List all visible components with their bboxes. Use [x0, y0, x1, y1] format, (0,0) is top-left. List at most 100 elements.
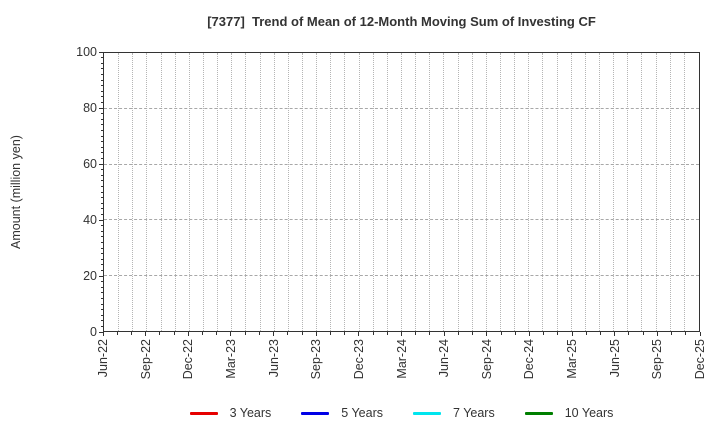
legend-item: 10 Years [524, 406, 613, 420]
y-axis-minor-tick [100, 309, 103, 311]
x-tick-label: Sep-24 [479, 339, 494, 380]
x-axis-tick [571, 332, 573, 336]
vertical-gridline [245, 53, 247, 331]
legend-line-swatch [413, 411, 442, 415]
vertical-gridline [485, 53, 487, 331]
y-axis-tick [99, 331, 103, 333]
x-axis-tick [386, 332, 388, 335]
legend-item: 5 Years [301, 406, 383, 420]
y-axis-minor-tick [100, 314, 103, 316]
y-axis-minor-tick [100, 152, 103, 154]
y-axis-minor-tick [100, 202, 103, 204]
y-axis-minor-tick [100, 241, 103, 243]
x-axis-tick [372, 332, 374, 335]
y-axis-minor-tick [100, 118, 103, 120]
x-axis-tick [315, 332, 317, 336]
x-axis-tick [486, 332, 488, 336]
vertical-gridline [344, 53, 346, 331]
y-axis-minor-tick [100, 101, 103, 103]
y-axis-minor-tick [100, 230, 103, 232]
x-tick-label: Jun-24 [437, 339, 452, 378]
x-axis-tick [301, 332, 303, 335]
x-axis-tick [528, 332, 530, 336]
y-axis-minor-tick [100, 174, 103, 176]
y-axis-minor-tick [100, 297, 103, 299]
y-axis-minor-tick [100, 281, 103, 283]
x-tick-label: Mar-24 [394, 339, 409, 379]
x-axis-tick [585, 332, 587, 335]
legend-line-swatch [301, 411, 330, 415]
y-axis-minor-tick [100, 264, 103, 266]
x-tick-label: Jun-22 [96, 339, 110, 378]
y-axis-minor-tick [100, 258, 103, 260]
chart-title: [7377] Trend of Mean of 12-Month Moving … [207, 14, 596, 29]
y-axis-minor-tick [100, 85, 103, 87]
x-axis-tick [230, 332, 232, 336]
vertical-gridline [217, 53, 219, 331]
y-axis-minor-tick [100, 79, 103, 81]
x-axis-tick [202, 332, 203, 335]
y-axis-minor-tick [100, 146, 103, 148]
legend-item-label: 5 Years [341, 406, 384, 420]
horizontal-gridline [104, 108, 699, 110]
y-axis-minor-tick [100, 124, 103, 126]
y-axis-minor-tick [100, 320, 103, 322]
y-axis-minor-tick [100, 286, 103, 288]
vertical-gridline [655, 53, 657, 331]
y-axis-minor-tick [100, 197, 103, 199]
x-axis-tick [130, 332, 132, 335]
x-axis-tick [173, 332, 175, 335]
y-axis-minor-tick [100, 247, 103, 249]
vertical-gridline [429, 53, 431, 331]
vertical-gridline [500, 53, 501, 331]
vertical-gridline [146, 53, 148, 331]
vertical-gridline [259, 53, 261, 331]
x-axis-tick [628, 332, 630, 335]
x-tick-label: Mar-25 [565, 339, 580, 379]
x-tick-label: Jun-25 [607, 339, 622, 378]
y-axis-minor-tick [100, 129, 103, 131]
y-axis-minor-tick [100, 325, 103, 327]
vertical-gridline [570, 53, 572, 331]
legend-item-label: 7 Years [453, 406, 495, 420]
x-tick-label: Mar-23 [223, 339, 238, 379]
x-tick-label: Dec-25 [693, 339, 707, 380]
vertical-gridline [556, 53, 558, 331]
x-tick-label: Sep-23 [309, 339, 324, 380]
y-tick-label: 20 [83, 269, 97, 283]
legend-line-swatch [189, 411, 218, 415]
y-axis-tick [99, 51, 103, 53]
y-axis-minor-tick [100, 113, 103, 115]
x-axis-tick [614, 332, 616, 336]
x-tick-label: Dec-24 [522, 339, 537, 380]
legend-item-label: 3 Years [229, 406, 272, 420]
vertical-gridline [302, 53, 303, 331]
vertical-gridline [599, 53, 600, 331]
y-axis-minor-tick [100, 180, 103, 182]
y-axis-minor-tick [100, 303, 103, 305]
x-axis-tick [258, 332, 260, 335]
x-axis-tick [514, 332, 516, 335]
legend: 3 Years 5 Years 7 Years 10 Years [103, 404, 700, 422]
vertical-gridline [372, 53, 374, 331]
plot-area [103, 52, 700, 332]
y-axis-minor-tick [100, 269, 103, 271]
x-axis-tick [102, 332, 104, 336]
x-axis-tick [656, 332, 658, 336]
x-tick-label: Jun-23 [266, 339, 281, 378]
vertical-gridline [641, 53, 643, 331]
x-axis-tick [401, 332, 402, 336]
y-axis-tick [99, 275, 103, 277]
vertical-gridline [415, 53, 417, 331]
y-axis-minor-tick [100, 96, 103, 98]
x-axis-tick [699, 332, 701, 336]
y-axis-minor-tick [100, 236, 103, 238]
vertical-gridline [443, 53, 445, 331]
vertical-gridline [613, 53, 615, 331]
y-axis-minor-tick [100, 191, 103, 193]
vertical-gridline [188, 53, 190, 331]
y-axis-minor-tick [100, 225, 103, 227]
vertical-gridline [401, 53, 402, 331]
horizontal-gridline [104, 219, 699, 221]
